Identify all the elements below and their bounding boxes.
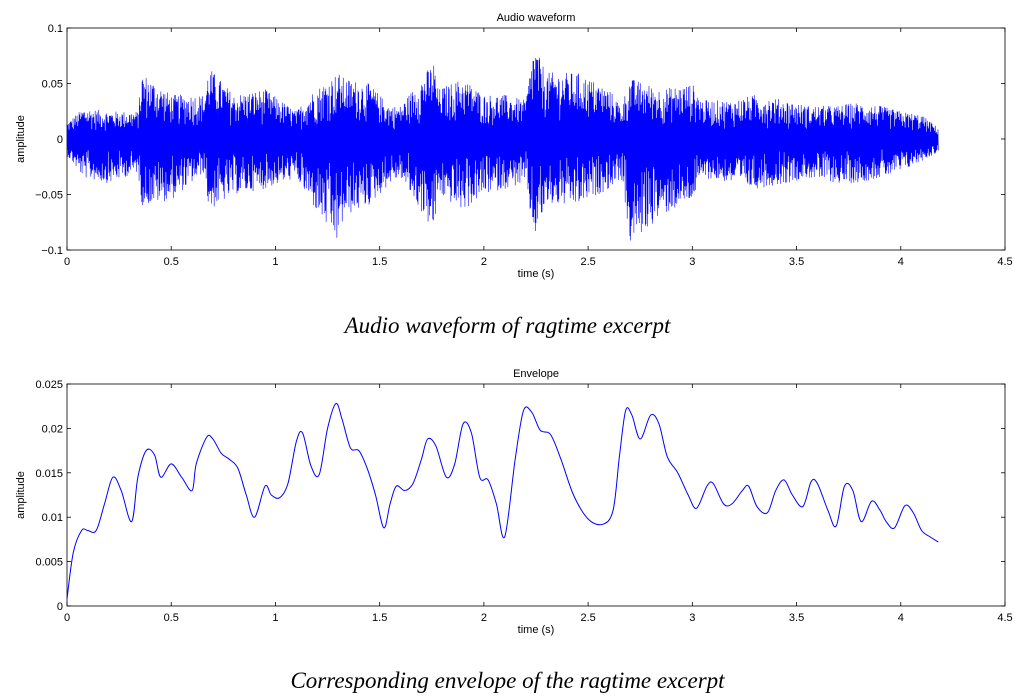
- x-tick-label: 1: [272, 256, 278, 268]
- x-tick-label: 2.5: [580, 612, 595, 624]
- y-tick-label: 0.015: [35, 468, 63, 480]
- x-tick-label: 4.5: [997, 256, 1012, 268]
- x-tick-label: 1.5: [372, 256, 387, 268]
- waveform-caption: Audio waveform of ragtime excerpt: [344, 313, 671, 338]
- x-tick-label: 3: [689, 256, 695, 268]
- envelope-chart: 0 0.5 1 1.5 2 2.5 3 3.5 4 4.5 0.025 0.02 0.015 0.01 0.…: [15, 368, 1013, 636]
- x-tick-label: 1: [272, 612, 278, 624]
- envelope-line: [66, 402, 939, 599]
- x-tick-label: 2: [481, 256, 487, 268]
- y-tick-label: 0.02: [42, 423, 63, 435]
- waveform-line: [66, 57, 939, 241]
- x-tick-label: 4: [898, 612, 904, 624]
- y-tick-label: 0.005: [35, 557, 63, 569]
- y-tick-label: 0: [57, 601, 63, 613]
- chart-title: Envelope: [513, 368, 559, 380]
- x-tick-label: 4.5: [997, 612, 1012, 624]
- x-tick-label: 0: [64, 256, 70, 268]
- y-tick-label: 0: [57, 134, 63, 146]
- y-axis-label: amplitude: [15, 115, 27, 163]
- x-tick-label: 3: [689, 612, 695, 624]
- x-axis-label: time (s): [518, 624, 555, 636]
- plot-frame: [66, 383, 1006, 607]
- x-tick-label: 3.5: [789, 612, 804, 624]
- envelope-caption: Corresponding envelope of the ragtime ex…: [290, 668, 725, 693]
- y-tick-label: 0.1: [48, 23, 63, 35]
- x-tick-label: 4: [898, 256, 904, 268]
- x-tick-label: 2.5: [580, 256, 595, 268]
- x-tick-label: 0: [64, 612, 70, 624]
- x-tick-label: 0.5: [164, 612, 179, 624]
- chart-title: Audio waveform: [497, 12, 576, 24]
- x-tick-label: 2: [481, 612, 487, 624]
- x-tick-label: 1.5: [372, 612, 387, 624]
- y-axis-label: amplitude: [15, 471, 27, 519]
- waveform-chart: 0 0.5 1 1.5 2 2.5 3 3.5 4 4.5 0.1 0.05 0 −0.05 −0.1 Aud…: [15, 12, 1013, 280]
- y-tick-label: 0.05: [42, 79, 63, 91]
- y-tick-label: −0.05: [35, 190, 63, 202]
- x-tick-label: 0.5: [164, 256, 179, 268]
- y-tick-label: 0.025: [35, 379, 63, 391]
- x-axis-label: time (s): [518, 268, 555, 280]
- y-tick-label: −0.1: [41, 245, 63, 257]
- y-tick-label: 0.01: [42, 512, 63, 524]
- x-tick-label: 3.5: [789, 256, 804, 268]
